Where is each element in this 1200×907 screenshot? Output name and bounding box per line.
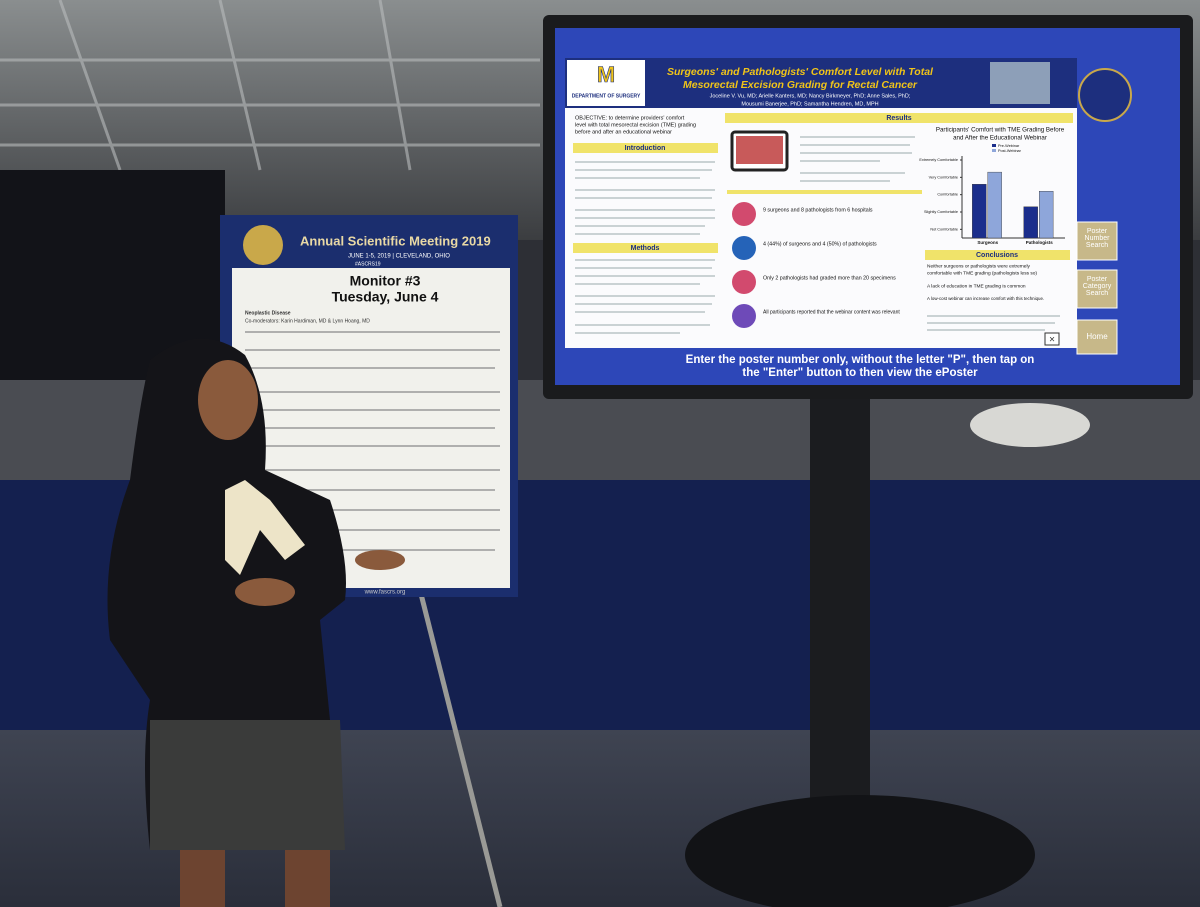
conclusion-text-lines bbox=[927, 315, 1060, 331]
poster-authors: Mousumi Banerjee, PhD; Samantha Hendren,… bbox=[741, 101, 878, 107]
button-label: Home bbox=[1086, 332, 1108, 341]
conclusion-text: comfortable with TME grading (pathologis… bbox=[927, 270, 1037, 276]
button-label-box: Poster Number Search bbox=[1084, 228, 1110, 249]
methods-text-lines bbox=[575, 259, 715, 334]
y-tick-label: Not Comfortable bbox=[930, 227, 958, 231]
legend-swatch bbox=[992, 144, 996, 147]
conclusion-text: A low-cost webinar can increase comfort … bbox=[927, 296, 1044, 301]
sign-moderators: Co-moderators: Karin Hardiman, MD & Lynn… bbox=[245, 318, 370, 324]
screen-instruction: the "Enter" button to then view the ePos… bbox=[742, 367, 978, 379]
sign-logo bbox=[243, 225, 283, 265]
result-text: 9 surgeons and 8 pathologists from 6 hos… bbox=[763, 207, 873, 213]
bag bbox=[685, 795, 1035, 907]
button-label-box: Poster Category Search bbox=[1082, 276, 1112, 297]
bar bbox=[1023, 206, 1038, 239]
conclusion-text: A lack of education in TME grading is co… bbox=[927, 283, 1026, 289]
result-text: 4 (44%) of surgeons and 4 (50%) of patho… bbox=[763, 241, 877, 247]
heading-bar bbox=[925, 250, 1070, 260]
close-icon: × bbox=[1049, 335, 1055, 346]
sign-dates: JUNE 1-5, 2019 | CLEVELAND, OHIO bbox=[348, 254, 450, 260]
heading-bar bbox=[725, 113, 1073, 123]
poster-heading: Introduction bbox=[625, 145, 666, 152]
sign-section: Neoplastic Disease bbox=[245, 310, 291, 316]
divider bbox=[727, 190, 922, 194]
screen-button bbox=[1076, 221, 1118, 261]
result-text: All participants reported that the webin… bbox=[763, 309, 900, 315]
sign-hashtag: #ASCRS19 bbox=[355, 261, 381, 267]
pillar-base bbox=[970, 403, 1090, 447]
bar bbox=[987, 171, 1002, 239]
button-label: Poster Number Search bbox=[1084, 228, 1110, 249]
legend-swatch bbox=[992, 149, 996, 152]
umich-logo: M bbox=[597, 62, 615, 87]
result-icon bbox=[732, 202, 756, 226]
x-tick-label: Surgeons bbox=[977, 240, 998, 245]
screen-button bbox=[1076, 269, 1118, 309]
poster-title: Mesorectal Excision Grading for Rectal C… bbox=[683, 79, 918, 91]
close-button bbox=[1044, 332, 1060, 346]
poster-objective: OBJECTIVE: to determine providers' comfo… bbox=[575, 115, 685, 121]
screen-button bbox=[1076, 319, 1118, 355]
sign-title: Annual Scientific Meeting 2019 bbox=[300, 233, 491, 248]
legend-label: Pre-Webinar bbox=[998, 144, 1020, 148]
result-icon bbox=[732, 236, 756, 260]
y-tick-label: Slightly Comfortable bbox=[924, 210, 958, 214]
sign-url: www.fascrs.org bbox=[364, 590, 406, 596]
button-label: Poster Category Search bbox=[1082, 276, 1112, 297]
sign-day: Tuesday, June 4 bbox=[332, 289, 439, 305]
y-tick-label: Comfortable bbox=[937, 193, 958, 197]
webinar-text-lines bbox=[800, 136, 915, 182]
heading-bar bbox=[573, 143, 718, 153]
poster-objective: level with total mesorectal excision (TM… bbox=[575, 122, 696, 128]
poster-heading: Results bbox=[886, 115, 911, 122]
result-icon bbox=[732, 304, 756, 328]
screen-instruction: Enter the poster number only, without th… bbox=[686, 354, 1035, 366]
button-label-box: Home bbox=[1086, 332, 1108, 341]
ascrs-seal bbox=[1078, 68, 1132, 122]
poster-heading: Methods bbox=[631, 245, 660, 252]
bar bbox=[1039, 190, 1054, 239]
poster-department: DEPARTMENT OF SURGERY bbox=[572, 93, 641, 99]
poster-authors: Joceline V. Vu, MD; Arielle Kanters, MD;… bbox=[710, 93, 911, 99]
chart-title: and After the Educational Webinar bbox=[953, 135, 1047, 142]
bar bbox=[972, 184, 987, 239]
y-tick-label: Very Comfortable bbox=[929, 175, 958, 179]
umich-box bbox=[567, 60, 645, 106]
sign-monitor: Monitor #3 bbox=[350, 273, 421, 289]
legend-label: Post-Webinar bbox=[998, 149, 1022, 153]
conclusion-text: Neither surgeons or pathologists were ex… bbox=[927, 263, 1031, 269]
easel-leg bbox=[417, 589, 503, 907]
specimen-photo bbox=[736, 136, 783, 164]
poster-title: Surgeons' and Pathologists' Comfort Leve… bbox=[667, 66, 934, 78]
x-tick-label: Pathologists bbox=[1026, 240, 1053, 245]
monitor-stand bbox=[810, 398, 870, 808]
result-text: Only 2 pathologists had graded more than… bbox=[763, 275, 896, 281]
chart-title: Participants' Comfort with TME Grading B… bbox=[936, 127, 1065, 134]
heading-bar bbox=[573, 243, 718, 253]
ceiling-truss bbox=[0, 0, 540, 171]
poster-objective: before and after an educational webinar bbox=[575, 129, 672, 135]
presenter bbox=[107, 338, 405, 907]
hospital-photo bbox=[990, 62, 1050, 104]
poster-heading: Conclusions bbox=[976, 252, 1018, 259]
intro-text-lines bbox=[575, 161, 715, 235]
result-icon bbox=[732, 270, 756, 294]
y-tick-label: Extremely Comfortable bbox=[919, 158, 958, 162]
